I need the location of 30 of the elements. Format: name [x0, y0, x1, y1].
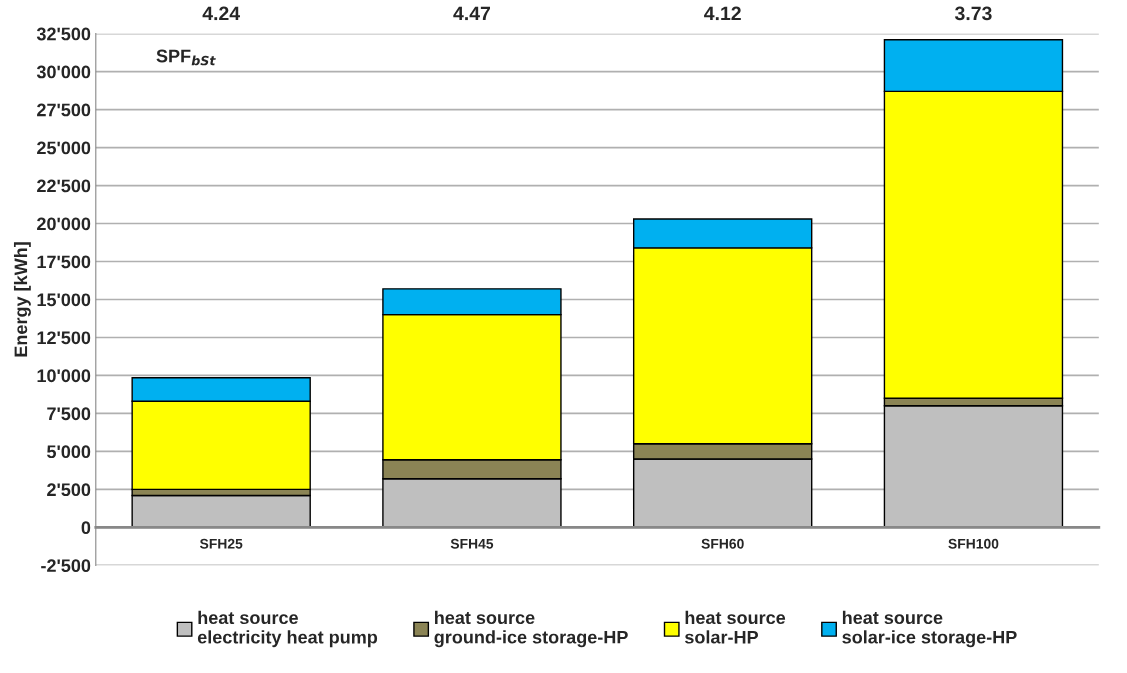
y-tick-label: -2'500 — [41, 559, 91, 573]
x-tick-label: SFH25 — [199, 538, 243, 549]
y-tick-label: 10'000 — [37, 369, 91, 383]
text: 4.24 — [202, 6, 240, 21]
legend-label: heat source solar-HP — [685, 610, 786, 644]
y-tick-label: 2'500 — [47, 483, 91, 497]
y-tick-label: 0 — [81, 521, 91, 535]
legend-label: heat source ground-ice storage-HP — [434, 610, 628, 648]
y-tick-label: 30'000 — [36, 65, 91, 79]
y-tick-label: 12'500 — [37, 331, 91, 345]
y-tick-label: 5'000 — [47, 445, 91, 459]
x-tick-label: SFH100 — [948, 538, 999, 549]
legend-label: heat source electricity heat pump — [197, 610, 378, 648]
y-tick-label: 20'000 — [37, 217, 91, 231]
legend-label: heat source solar-ice storage-HP — [842, 610, 1017, 648]
text: 4.12 — [704, 6, 741, 21]
annotation: SPF$_{bSt}$ — [156, 49, 216, 66]
y-tick-label: 17'500 — [37, 255, 91, 269]
x-tick-label: SFH60 — [701, 538, 744, 549]
y-tick-label: 27'500 — [37, 103, 91, 117]
y-tick-label: 32'500 — [36, 27, 91, 41]
x-tick-label: SFH45 — [450, 538, 494, 549]
y-tick-label: 15'000 — [37, 293, 91, 307]
y-axis-title: Energy [kWh] — [13, 242, 31, 357]
text: 3.73 — [954, 6, 992, 21]
text: 4.47 — [453, 6, 490, 21]
bar — [131, 494, 311, 529]
y-tick-label: 7'500 — [47, 407, 91, 421]
y-tick-label: 25'000 — [37, 141, 91, 155]
y-tick-label: 22'500 — [37, 179, 91, 193]
